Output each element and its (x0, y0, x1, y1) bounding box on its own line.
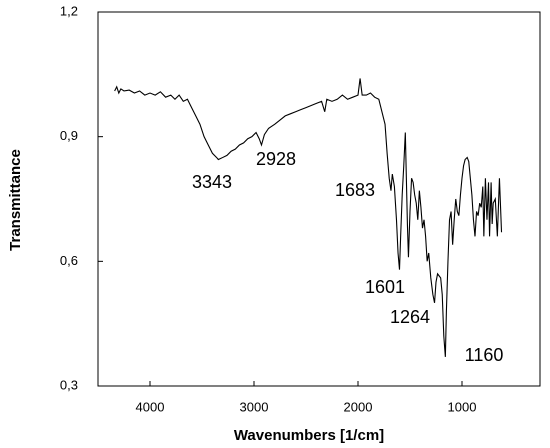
x-axis-title: Wavenumbers [1/cm] (234, 427, 384, 444)
peak-label: 1601 (365, 277, 405, 297)
peak-label: 1264 (390, 307, 430, 327)
y-tick-label: 0,3 (60, 377, 78, 392)
spectrum-line (114, 78, 503, 357)
y-axis-title: Transmittance (7, 149, 24, 251)
plot-frame (97, 11, 541, 387)
y-tick-label: 1,2 (60, 3, 78, 18)
x-tick-label: 1000 (448, 399, 477, 414)
y-tick-label: 0,6 (60, 253, 78, 268)
peak-label: 1683 (335, 180, 375, 200)
peak-label: 2928 (256, 149, 296, 169)
x-tick-label: 4000 (136, 399, 165, 414)
peak-label: 3343 (192, 172, 232, 192)
peak-label: 1160 (465, 345, 504, 365)
y-tick-label: 0,9 (60, 128, 78, 143)
x-tick-label: 2000 (344, 399, 373, 414)
x-tick-label: 3000 (240, 399, 269, 414)
